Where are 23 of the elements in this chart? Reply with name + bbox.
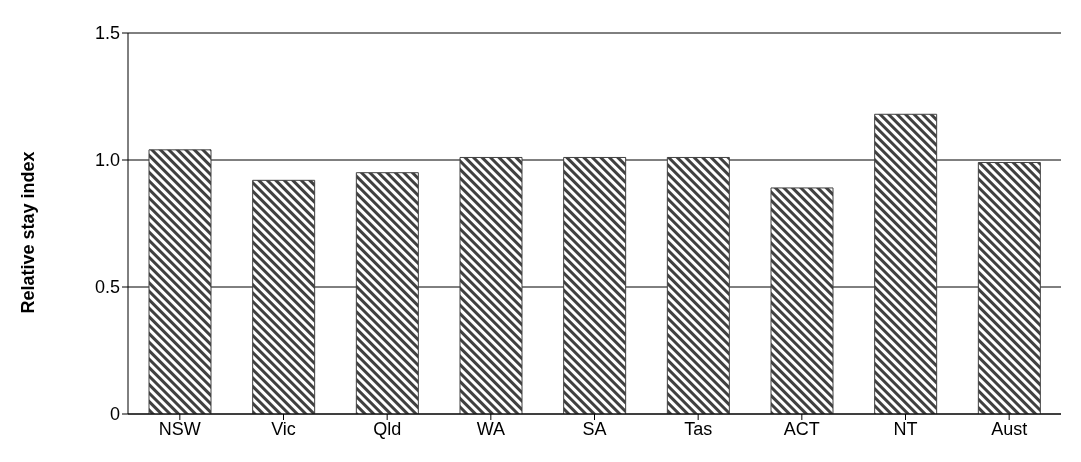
x-tick-label: WA (476, 418, 505, 439)
y-axis-title: Relative stay index (18, 151, 39, 314)
y-tick-label: 1.0 (94, 150, 120, 171)
bar (148, 149, 212, 414)
x-tick-label: SA (582, 418, 607, 439)
x-tick-label: ACT (783, 418, 820, 439)
y-tick-label: 0.5 (94, 277, 120, 298)
bar (459, 156, 523, 414)
x-tick-label: NSW (158, 418, 201, 439)
bar (252, 179, 316, 414)
y-tick-label: 1.5 (94, 23, 120, 44)
bar (770, 187, 834, 414)
x-tick-label: Qld (373, 418, 402, 439)
bar (666, 156, 730, 414)
bar (355, 172, 419, 414)
bar (874, 113, 938, 414)
bar (563, 156, 627, 414)
x-tick-label: Aust (991, 418, 1028, 439)
x-tick-label: Tas (684, 418, 713, 439)
x-tick-label: Vic (271, 418, 296, 439)
x-tick-label: NT (893, 418, 918, 439)
bar (977, 162, 1041, 414)
y-tick-label: 0 (109, 404, 120, 425)
